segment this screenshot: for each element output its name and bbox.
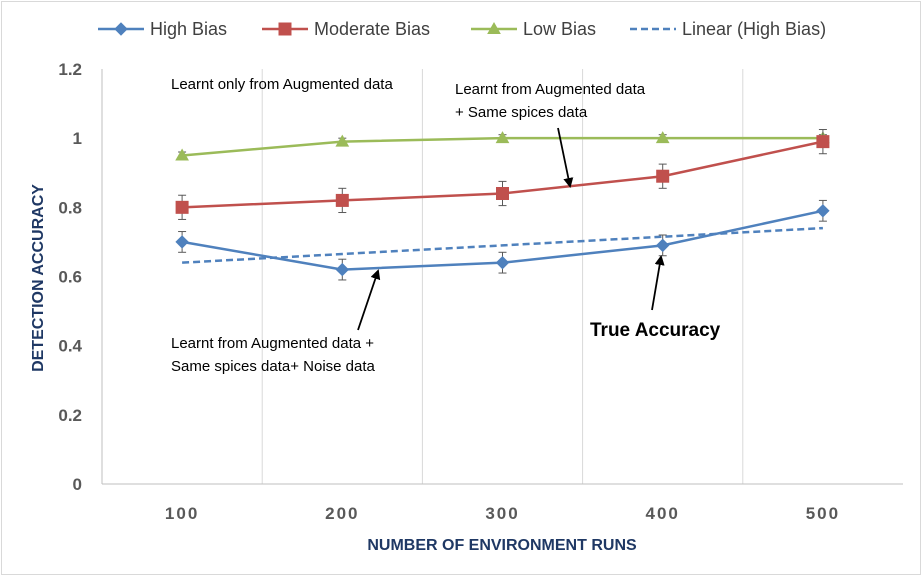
legend-label: Low Bias [523,19,596,39]
marker-square [278,22,292,36]
y-tick-label: 0.4 [58,337,82,356]
marker-triangle [335,134,350,147]
legend-label: High Bias [150,19,227,39]
marker-triangle [655,131,670,144]
y-tick-label: 0 [73,475,82,494]
x-axis-title: NUMBER OF ENVIRONMENT RUNS [367,537,637,554]
arrow-augmented-same [557,127,574,188]
series-2 [175,131,830,161]
series-0 [175,199,830,281]
legend: High Bias Moderate Bias Low Bias Linear (Hi… [98,19,826,39]
annotation-augmented-only: Learnt only from Augmented data [171,76,393,93]
annotation-augmented-noise-line2: Same spices data+ Noise data [171,358,376,375]
marker-triangle [495,131,510,144]
y-tick-label: 0.8 [58,198,82,217]
legend-item-2: Low Bias [471,19,596,39]
legend-label: Moderate Bias [314,19,430,39]
annotation-true-accuracy: True Accuracy [590,320,721,341]
x-tick-labels: 100 200 300 400 500 [165,504,840,523]
legend-label: Linear (High Bias) [682,19,826,39]
y-tick-label: 0.6 [58,268,82,287]
annotations: Learnt only from Augmented data Learnt f… [171,76,721,375]
axes [101,69,903,485]
marker-diamond [114,22,128,36]
marker-square [496,187,509,200]
arrow-true-accuracy [651,255,665,311]
marker-diamond [816,204,830,218]
legend-item-3: Linear (High Bias) [630,19,826,39]
marker-triangle [175,148,189,161]
x-tick-label: 200 [325,504,359,523]
marker-square [175,200,189,214]
marker-square [335,193,349,207]
y-tick-label: 0.2 [58,406,82,425]
y-tick-label: 1 [73,129,82,148]
series-1 [175,129,830,220]
legend-item-0: High Bias [98,19,227,39]
y-axis-title: DETECTION ACCURACY [30,184,47,372]
y-tick-labels: 0 0.2 0.4 0.6 0.8 1 1.2 [58,60,82,494]
x-tick-label: 400 [646,504,680,523]
marker-diamond [655,238,670,253]
marker-square [656,169,670,183]
x-tick-label: 100 [165,504,199,523]
marker-diamond [175,235,189,249]
marker-triangle [487,21,501,34]
series-group [175,129,830,281]
x-tick-label: 500 [806,504,840,523]
legend-item-1: Moderate Bias [262,19,430,39]
marker-square [816,135,830,149]
y-tick-label: 1.2 [58,60,82,79]
arrow-augmented-noise [357,269,381,331]
annotation-augmented-same-line1: Learnt from Augmented data [455,81,646,98]
x-tick-label: 300 [485,504,519,523]
marker-diamond [335,262,350,277]
marker-diamond [495,255,510,270]
annotation-augmented-same-line2: + Same spices data [455,104,588,121]
annotation-augmented-noise-line1: Learnt from Augmented data + [171,335,374,352]
